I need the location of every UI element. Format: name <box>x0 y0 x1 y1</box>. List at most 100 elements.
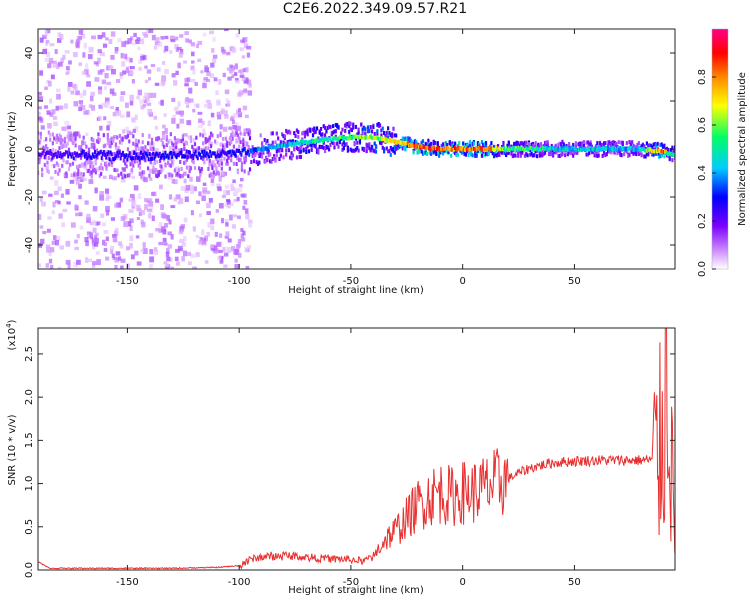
spectrogram-ridge-cell <box>220 151 223 156</box>
spectrogram-ridge-cell <box>276 143 279 148</box>
spectrogram-noise-cell <box>218 175 222 182</box>
spectrogram-ridge-cell <box>495 145 498 150</box>
spectrogram-halo-cell <box>620 153 623 158</box>
spectrogram-noise-cell <box>86 231 92 235</box>
spectrogram-halo-cell <box>609 142 612 147</box>
spectrogram-halo-cell <box>483 141 486 146</box>
spectrogram-noise-cell <box>128 198 134 202</box>
spectrogram-halo-cell <box>214 139 217 144</box>
spectrogram-noise-cell <box>207 120 211 127</box>
spectrogram-halo-cell <box>122 158 126 163</box>
spectrogram-noise-cell <box>143 33 149 38</box>
spectrogram-x-tick-label: 50 <box>568 276 581 287</box>
spectrogram-ridge-cell <box>108 157 111 162</box>
spectrogram-ridge-cell <box>515 146 518 151</box>
spectrogram-halo-cell <box>423 150 426 155</box>
spectrogram-ridge-cell <box>130 156 133 161</box>
snr-x-tick-label: -50 <box>343 577 359 588</box>
spectrogram-noise-cell <box>133 32 137 37</box>
spectrogram-noise-cell <box>190 188 195 195</box>
spectrogram-halo-cell <box>474 153 477 158</box>
spectrogram-halo-cell <box>150 152 154 157</box>
spectrogram-halo-cell <box>519 150 522 155</box>
spectrogram-noise-cell <box>180 113 184 117</box>
spectrogram-noise-cell <box>232 192 238 197</box>
spectrogram-halo-cell <box>441 142 445 147</box>
spectrogram-halo-cell <box>541 150 544 155</box>
spectrogram-halo-cell <box>163 144 166 149</box>
spectrogram-noise-cell <box>112 111 117 117</box>
spectrogram-halo-cell <box>309 142 312 147</box>
spectrogram-halo-cell <box>299 145 303 150</box>
spectrogram-halo-cell <box>518 143 521 148</box>
spectrogram-halo-cell <box>657 151 661 156</box>
spectrogram-halo-cell <box>450 153 453 158</box>
spectrogram-noise-cell <box>91 237 97 243</box>
spectrogram-halo-cell <box>656 151 659 156</box>
spectrogram-halo-cell <box>612 140 615 145</box>
spectrogram-halo-cell <box>98 138 101 143</box>
spectrogram-ridge-cell <box>580 148 583 153</box>
spectrogram-halo-cell <box>175 142 178 147</box>
spectrogram-halo-cell <box>462 150 465 155</box>
spectrogram-halo-cell <box>306 144 309 149</box>
spectrogram-halo-cell <box>369 125 372 130</box>
spectrogram-noise-cell <box>144 65 148 69</box>
spectrogram-halo-cell <box>659 153 662 158</box>
spectrogram-halo-cell <box>318 130 321 135</box>
spectrogram-halo-cell <box>635 145 638 150</box>
spectrogram-noise-cell <box>87 258 92 263</box>
spectrogram-noise-cell <box>190 210 194 216</box>
spectrogram-ridge-cell <box>54 151 57 156</box>
spectrogram-noise-cell <box>47 216 52 220</box>
spectrogram-halo-cell <box>601 153 604 158</box>
spectrogram-noise-cell <box>218 78 222 85</box>
spectrogram-halo-cell <box>357 148 360 153</box>
spectrogram-ridge-cell <box>608 147 611 152</box>
spectrogram-halo-cell <box>65 171 68 176</box>
spectrogram-halo-cell <box>362 125 366 130</box>
spectrogram-halo-cell <box>134 142 138 147</box>
spectrogram-halo-cell <box>574 143 577 148</box>
spectrogram-noise-cell <box>244 247 249 253</box>
spectrogram-ridge-cell <box>528 145 531 150</box>
spectrogram-ridge-cell <box>357 135 360 140</box>
spectrogram-noise-cell <box>238 90 244 96</box>
spectrogram-halo-cell <box>663 154 666 159</box>
spectrogram-halo-cell <box>289 155 292 160</box>
spectrogram-halo-cell <box>550 151 553 156</box>
spectrogram-noise-cell <box>75 176 79 182</box>
spectrogram-noise-cell <box>39 197 43 203</box>
spectrogram-halo-cell <box>91 168 95 173</box>
spectrogram-noise-cell <box>242 193 247 198</box>
spectrogram-ridge-cell <box>487 145 490 150</box>
spectrogram-noise-cell <box>228 126 233 131</box>
spectrogram-halo-cell <box>248 136 252 141</box>
spectrogram-halo-cell <box>63 172 67 177</box>
spectrogram-halo-cell <box>133 159 136 164</box>
spectrogram-halo-cell <box>77 164 80 169</box>
spectrogram-ridge-cell <box>241 148 244 153</box>
spectrogram-noise-cell <box>154 148 159 154</box>
spectrogram-ridge-cell <box>571 146 574 151</box>
spectrogram-halo-cell <box>132 141 135 146</box>
spectrogram-halo-cell <box>513 142 516 147</box>
spectrogram-noise-cell <box>226 199 231 205</box>
snr-y-tick-label: 2.0 <box>24 389 35 405</box>
spectrogram-ridge-cell <box>339 134 342 139</box>
spectrogram-noise-cell <box>195 252 200 258</box>
spectrogram-halo-cell <box>71 161 75 166</box>
spectrogram-noise-cell <box>158 241 164 246</box>
spectrogram-noise-cell <box>126 246 130 251</box>
spectrogram-ridge-cell <box>153 156 156 161</box>
spectrogram-ridge-cell <box>523 148 526 153</box>
spectrogram-halo-cell <box>218 171 221 176</box>
spectrogram-noise-cell <box>58 213 63 219</box>
spectrogram-noise-cell <box>155 37 160 44</box>
spectrogram-halo-cell <box>169 132 172 137</box>
spectrogram-ridge-cell <box>114 156 117 161</box>
spectrogram-halo-cell <box>55 133 58 138</box>
spectrogram-ridge-cell <box>199 152 202 157</box>
spectrogram-ridge-cell <box>162 152 165 157</box>
spectrogram-ridge-cell <box>355 134 358 139</box>
